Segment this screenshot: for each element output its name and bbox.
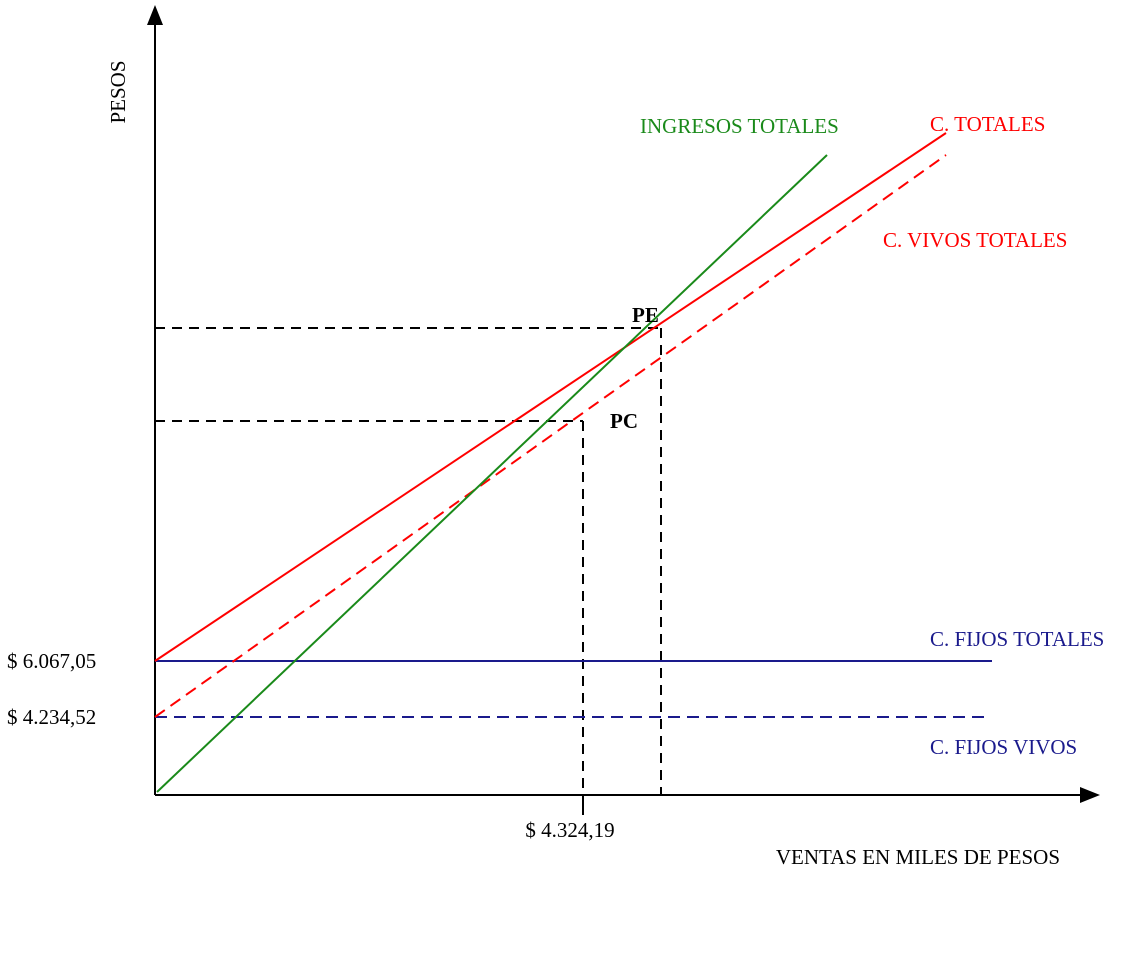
series-label-c-vivos-totales: C. VIVOS TOTALES <box>883 228 1067 252</box>
y-tick-label-4234: $ 4.234,52 <box>7 705 96 729</box>
point-label-pe: PE <box>632 303 659 327</box>
y-axis-arrow <box>147 5 163 25</box>
guide-lines <box>155 327 662 795</box>
point-label-pc: PC <box>610 409 638 433</box>
x-axis-arrow <box>1080 787 1100 803</box>
series-line-c-vivos-totales <box>154 154 947 718</box>
series-label-c-fijos-vivos: C. FIJOS VIVOS <box>930 735 1077 759</box>
series-line-ingresos-totales <box>156 154 828 793</box>
y-tick-label-6067: $ 6.067,05 <box>7 649 96 673</box>
series-label-c-fijos-totales: C. FIJOS TOTALES <box>930 627 1104 651</box>
series-label-ingresos-totales: INGRESOS TOTALES <box>640 114 839 138</box>
series-line-c-totales <box>154 132 947 662</box>
x-axis-label: VENTAS EN MILES DE PESOS <box>776 845 1060 869</box>
y-axis-label: PESOS <box>106 60 130 123</box>
x-tick-label-4324: $ 4.324,19 <box>525 818 614 842</box>
series-label-c-totales: C. TOTALES <box>930 112 1045 136</box>
